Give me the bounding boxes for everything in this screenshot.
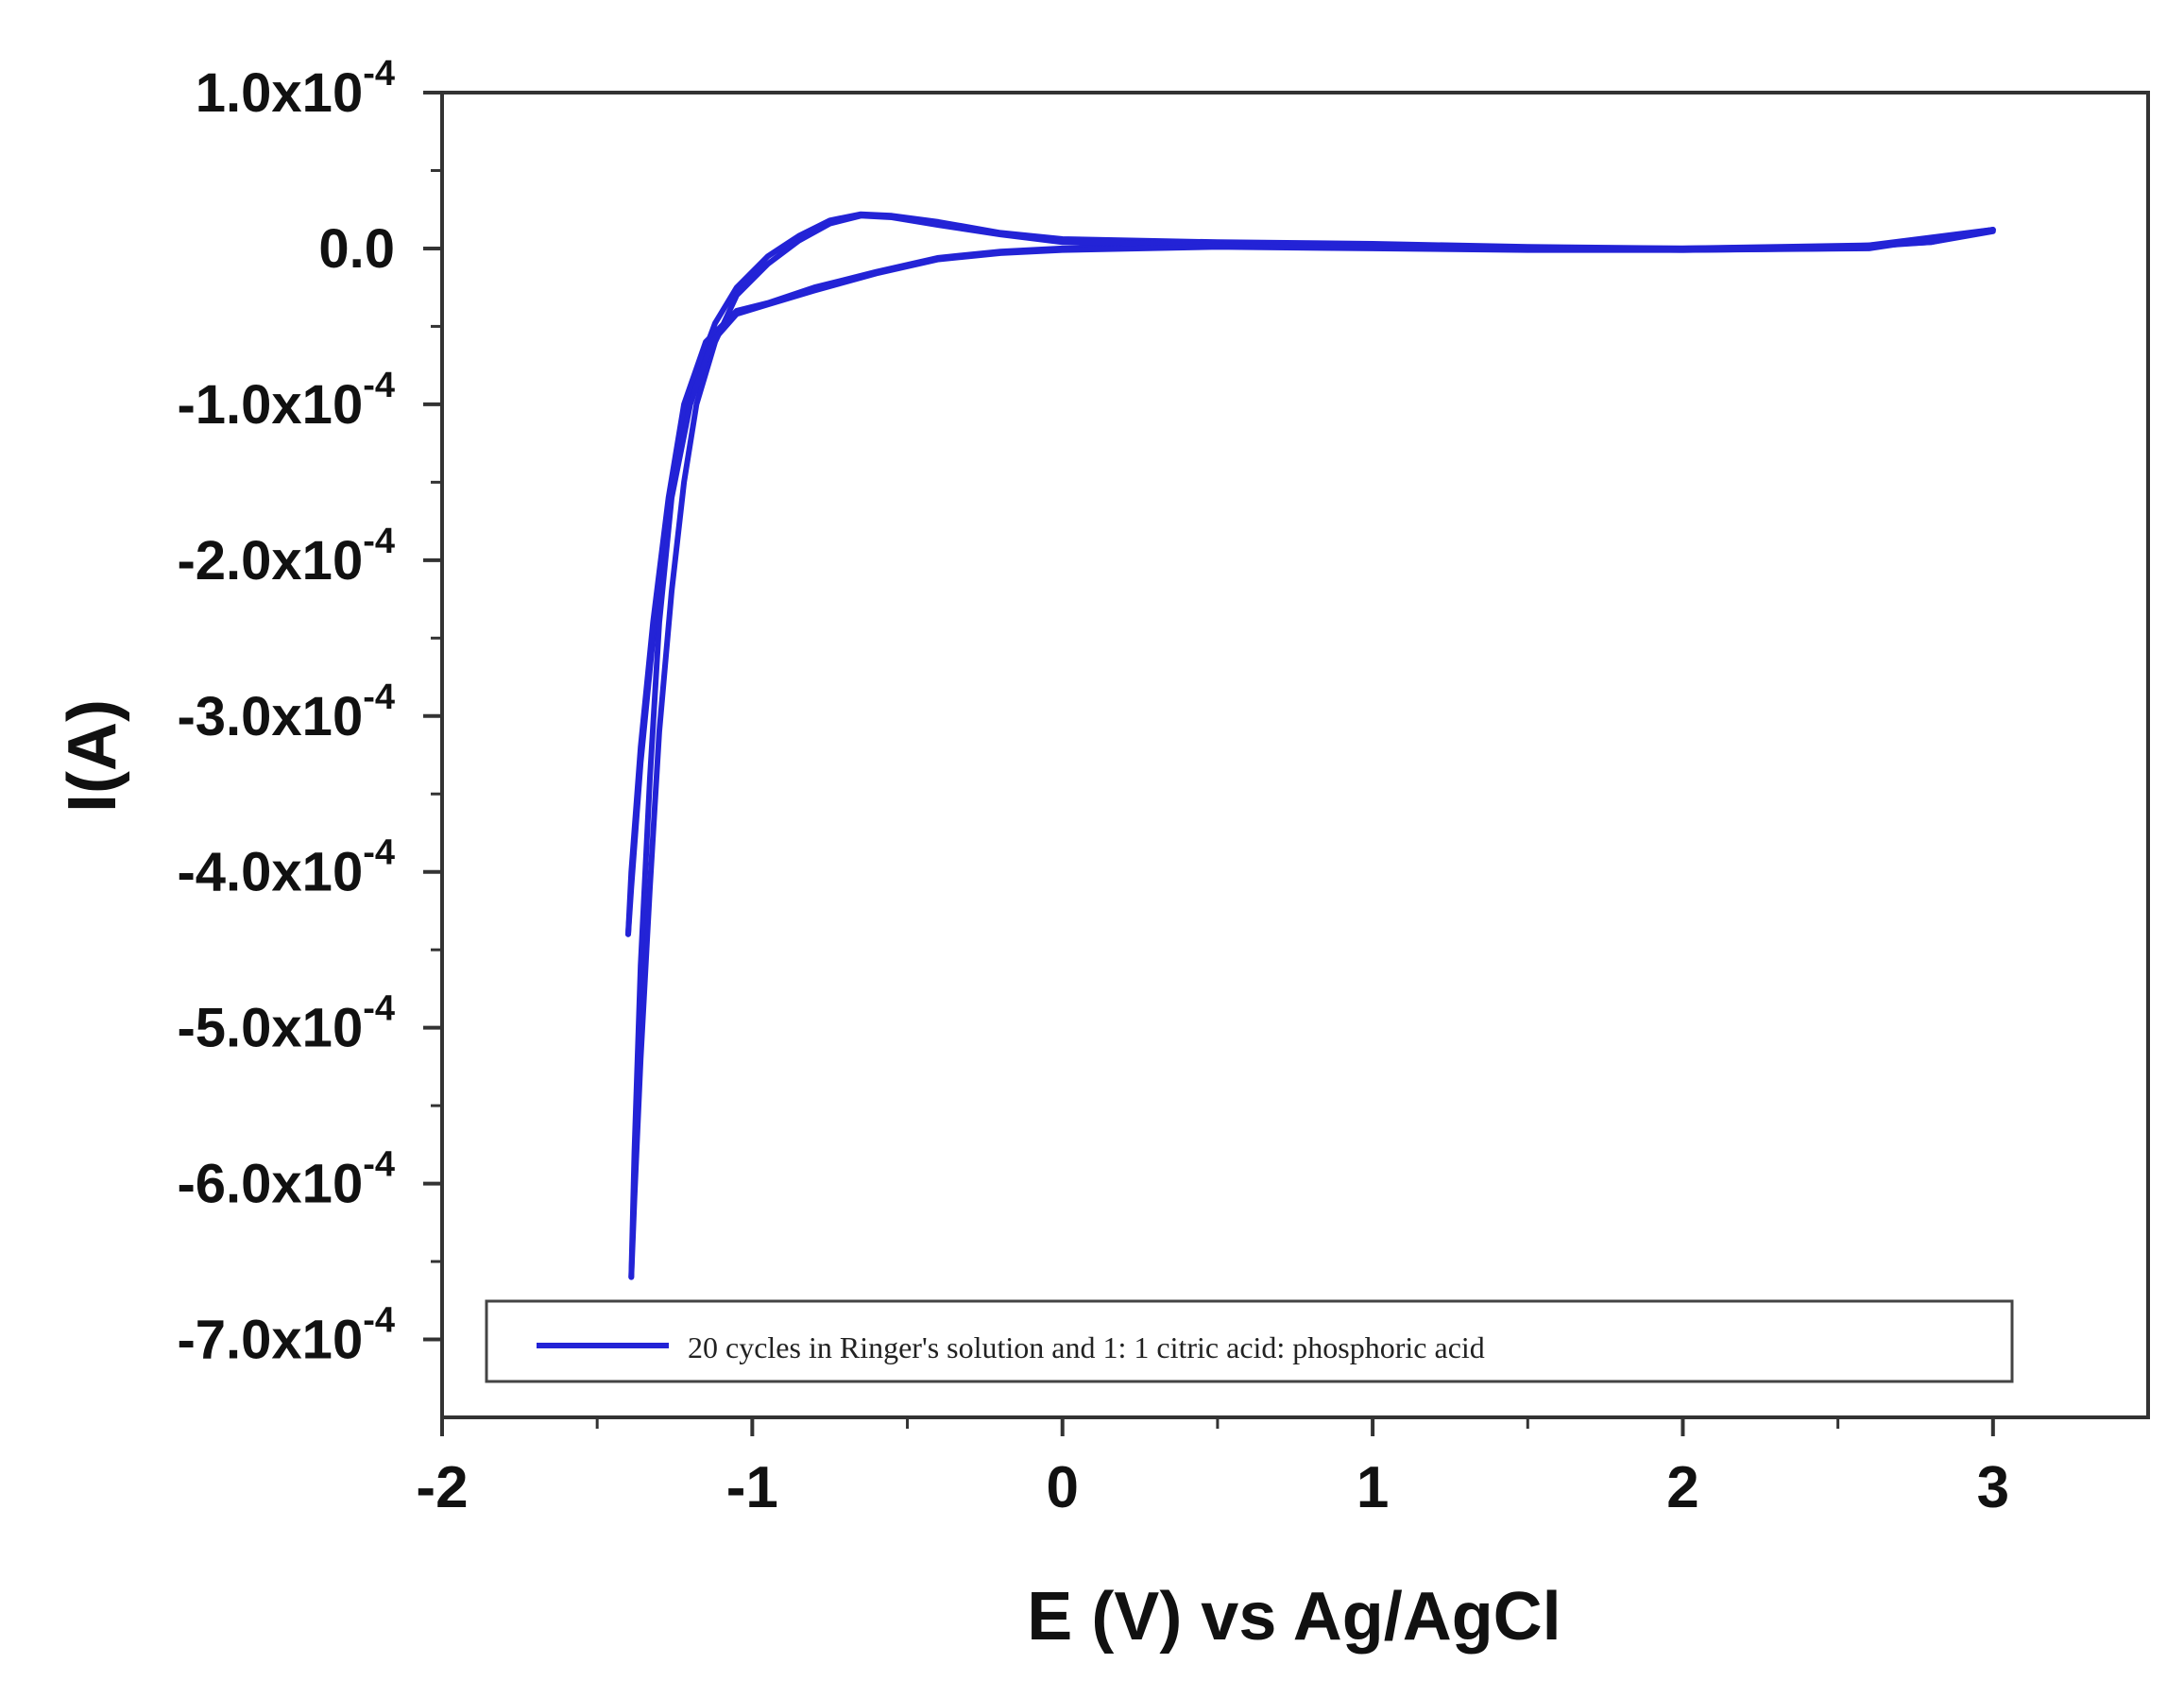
series-line [628,228,1996,1280]
y-tick-label: -1.0x10-4 [177,366,395,436]
y-tick-label: -3.0x10-4 [177,677,395,747]
y-tick-exponent: -4 [363,677,395,717]
y-tick-label: -5.0x10-4 [177,989,395,1059]
y-tick-mantissa: -6.0x10 [177,1154,363,1215]
y-tick-label: 0.0 [318,218,395,280]
x-tick-label: -2 [416,1455,468,1520]
x-tick-label: -1 [726,1455,778,1520]
y-tick-mantissa: -2.0x10 [177,530,363,592]
series-line [625,211,1996,937]
x-tick-label: 2 [1666,1455,1698,1520]
y-tick-label: 1.0x10-4 [196,54,395,124]
x-tick-label: 1 [1356,1455,1389,1520]
y-tick-mantissa: -7.0x10 [177,1310,363,1371]
series-layer [625,211,1996,1280]
y-tick-label: -7.0x10-4 [177,1301,395,1371]
y-tick-mantissa: -3.0x10 [177,686,363,747]
y-axis-title: I(A) [55,699,130,813]
x-axis-title: E (V) vs Ag/AgCl [1027,1579,1561,1655]
y-axis-tick-labels: 1.0x10-40.0-1.0x10-4-2.0x10-4-3.0x10-4-4… [177,54,395,1371]
legend: 20 cycles in Ringer's solution and 1: 1 … [485,1299,2014,1383]
y-tick-label: -6.0x10-4 [177,1145,395,1215]
x-axis-tick-labels: -2 -1 0 1 2 3 [416,1455,2009,1520]
y-axis-ticks [423,91,442,1342]
y-tick-mantissa: -1.0x10 [177,374,363,436]
y-tick-exponent: -4 [363,833,395,873]
legend-box [485,1299,2014,1383]
y-tick-exponent: -4 [363,54,395,94]
y-tick-mantissa: 0.0 [318,218,395,280]
y-tick-label: -2.0x10-4 [177,522,395,592]
legend-label: 20 cycles in Ringer's solution and 1: 1 … [688,1330,1485,1364]
y-tick-mantissa: 1.0x10 [196,62,363,124]
y-tick-exponent: -4 [363,1145,395,1185]
y-tick-mantissa: -4.0x10 [177,842,363,903]
y-tick-exponent: -4 [363,1301,395,1341]
y-tick-exponent: -4 [363,366,395,405]
y-tick-exponent: -4 [363,989,395,1029]
y-tick-exponent: -4 [363,522,395,561]
x-axis-ticks [440,1417,1995,1436]
x-tick-label: 3 [1977,1455,2009,1520]
y-tick-label: -4.0x10-4 [177,833,395,903]
series-line [625,227,1996,937]
plot-frame [440,91,2150,1419]
x-tick-label: 0 [1046,1455,1078,1520]
y-tick-mantissa: -5.0x10 [177,998,363,1059]
series-line [628,213,1996,1280]
